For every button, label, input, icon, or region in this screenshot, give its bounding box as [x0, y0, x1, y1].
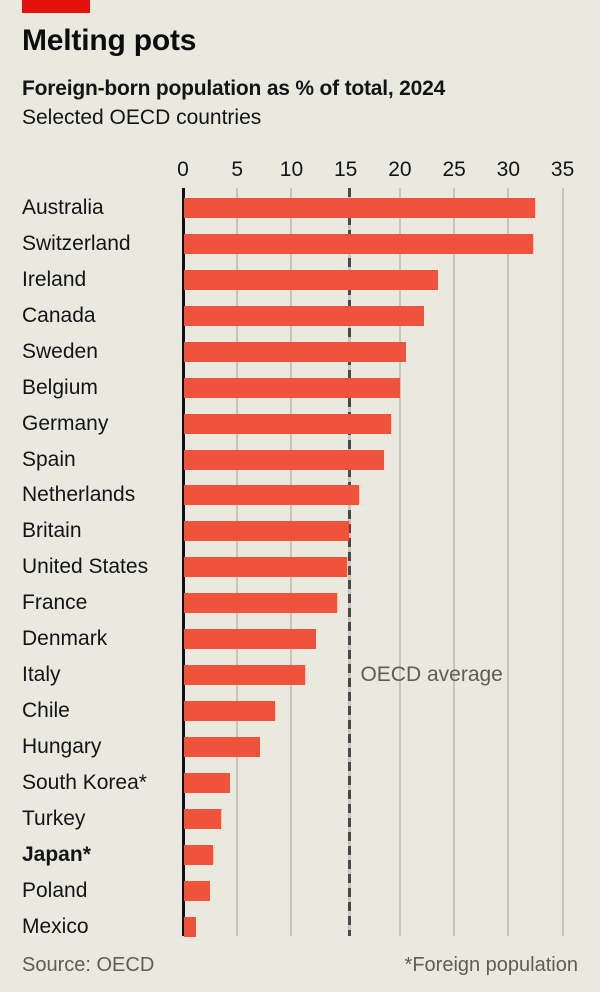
category-label-denmark: Denmark [22, 627, 108, 651]
category-label-united-states: United States [22, 555, 149, 579]
bar-chile [184, 701, 276, 722]
gridline-30 [507, 188, 510, 936]
bar-sweden [184, 341, 407, 362]
category-label-turkey: Turkey [22, 806, 86, 830]
x-tick-label-25: 25 [442, 158, 466, 181]
bar-britain [184, 521, 349, 542]
x-tick-label-15: 15 [333, 158, 358, 181]
bar-belgium [184, 377, 400, 398]
category-label-france: France [22, 591, 88, 615]
category-label-chile: Chile [22, 699, 70, 723]
chart-subtitle: Foreign-born population as % of total, 2… [22, 77, 446, 100]
bar-australia [184, 198, 536, 218]
bar-turkey [184, 808, 221, 829]
bar-poland [184, 880, 211, 901]
x-tick-label-0: 0 [177, 158, 189, 181]
category-label-netherlands: Netherlands [22, 483, 136, 507]
gridline-20 [398, 188, 401, 936]
bar-germany [184, 413, 392, 434]
category-label-mexico: Mexico [22, 914, 89, 938]
category-label-britain: Britain [22, 519, 82, 543]
category-label-canada: Canada [22, 303, 96, 327]
x-tick-label-20: 20 [388, 158, 412, 181]
category-label-australia: Australia [22, 196, 104, 219]
x-tick-label-35: 35 [550, 158, 575, 181]
x-tick-label-10: 10 [279, 158, 304, 181]
chart-subtitle-note: Selected OECD countries [22, 106, 262, 129]
bar-denmark [184, 629, 317, 650]
category-label-germany: Germany [22, 411, 109, 435]
category-label-south-korea: South Korea* [22, 770, 147, 794]
x-axis-zero-line [182, 188, 185, 936]
bar-japan [184, 844, 214, 865]
bar-ireland [184, 269, 438, 290]
source-note: Source: OECD [22, 954, 155, 976]
category-label-belgium: Belgium [22, 375, 98, 399]
x-tick-label-5: 5 [231, 158, 244, 181]
bar-netherlands [184, 485, 359, 506]
bar-canada [184, 305, 424, 326]
oecd-average-reference-line [348, 188, 352, 936]
gridline-25 [453, 188, 456, 936]
category-label-poland: Poland [22, 878, 88, 902]
footnote-foreign-population: *Foreign population [404, 954, 578, 976]
category-label-spain: Spain [22, 447, 76, 471]
bar-mexico [184, 916, 196, 937]
gridline-35 [561, 188, 564, 936]
category-label-japan: Japan* [22, 842, 91, 866]
bar-south-korea [184, 772, 230, 793]
category-label-hungary: Hungary [22, 734, 102, 758]
bar-hungary [184, 736, 260, 757]
category-label-sweden: Sweden [22, 339, 98, 363]
bar-switzerland [184, 233, 534, 254]
category-label-italy: Italy [22, 663, 61, 687]
bar-spain [184, 449, 384, 470]
category-label-switzerland: Switzerland [22, 231, 131, 255]
x-tick-label-30: 30 [496, 158, 521, 181]
bar-france [184, 593, 337, 614]
bar-italy [184, 665, 306, 686]
chart-title: Melting pots [22, 24, 197, 57]
category-label-ireland: Ireland [22, 267, 87, 291]
bar-united-states [184, 557, 347, 578]
oecd-average-label: OECD average [360, 663, 503, 686]
brand-red-tag [22, 0, 90, 13]
